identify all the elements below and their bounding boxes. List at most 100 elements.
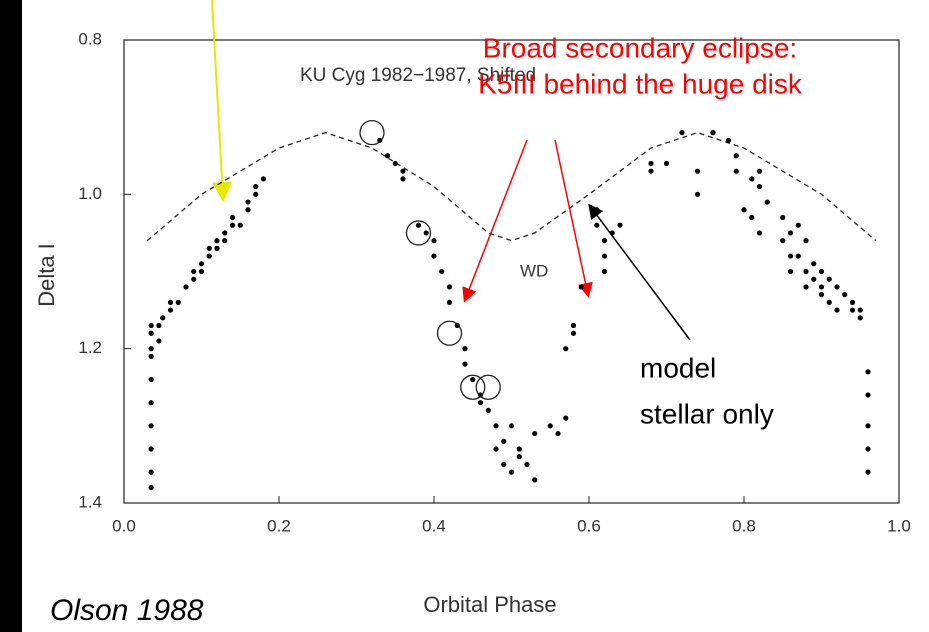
open-circle (460, 374, 486, 400)
x-tick-label: 0.8 (732, 516, 756, 535)
data-point (849, 307, 856, 313)
data-point (787, 253, 794, 259)
data-point (222, 238, 228, 244)
data-point (377, 137, 383, 143)
data-point (601, 238, 608, 244)
data-point (857, 315, 863, 321)
data-point (462, 361, 468, 367)
data-point (260, 176, 267, 182)
x-tick-label: 0.6 (577, 516, 601, 535)
data-point (648, 168, 654, 174)
annotation: Broad secondary eclipse: (483, 32, 797, 63)
data-point (431, 238, 437, 244)
data-point (865, 392, 871, 398)
data-point (470, 376, 476, 383)
data-point (834, 307, 840, 313)
data-point (857, 307, 863, 313)
data-point (415, 222, 422, 228)
data-point (508, 469, 515, 475)
data-point (532, 430, 538, 437)
data-point (501, 461, 507, 468)
y-tick-label: 1.2 (78, 338, 102, 357)
data-point (865, 423, 871, 429)
data-point (547, 423, 553, 429)
data-point (865, 369, 871, 375)
data-point (733, 153, 739, 159)
data-point (214, 238, 220, 244)
data-point (198, 268, 205, 275)
data-point (803, 284, 809, 290)
data-point (532, 477, 538, 483)
data-point (795, 222, 801, 228)
data-point (818, 268, 825, 275)
data-point (439, 268, 445, 275)
data-point (253, 191, 259, 197)
data-point (663, 160, 670, 167)
data-point (694, 168, 701, 174)
data-point (570, 322, 577, 329)
annotation: WD (520, 261, 548, 280)
data-point (493, 446, 499, 452)
data-point (756, 184, 763, 190)
data-point (156, 322, 162, 329)
y-tick-label: 1.0 (78, 184, 102, 203)
data-point (787, 268, 794, 275)
data-point (679, 130, 685, 136)
data-point (578, 284, 584, 290)
arrow (554, 139, 593, 298)
data-point (477, 392, 484, 398)
data-point (555, 430, 561, 437)
arrow (211, 0, 233, 202)
data-point (175, 299, 181, 305)
data-point (191, 268, 197, 275)
data-point (609, 230, 615, 236)
data-point (594, 222, 600, 228)
data-point (148, 400, 154, 406)
data-point (601, 268, 608, 275)
data-point (477, 400, 484, 406)
data-point (156, 338, 162, 344)
data-point (384, 153, 391, 159)
x-tick-label: 0.4 (422, 516, 446, 535)
data-point (756, 168, 763, 174)
data-point (229, 222, 236, 228)
data-point (741, 207, 747, 213)
data-point (253, 184, 259, 190)
data-point (764, 199, 770, 205)
data-point (485, 407, 491, 413)
data-point (237, 222, 243, 228)
data-point (795, 253, 801, 259)
data-point (462, 346, 468, 352)
data-point (842, 292, 848, 298)
data-point (818, 284, 825, 290)
data-point (392, 160, 398, 167)
x-tick-label: 0.0 (112, 516, 136, 535)
data-point (594, 207, 600, 213)
x-axis-label: Orbital Phase (423, 592, 556, 617)
data-point (865, 446, 871, 452)
data-point (214, 245, 220, 251)
arrow (588, 203, 691, 341)
data-point (501, 438, 507, 444)
annotation: stellar only (640, 398, 774, 429)
chart-title: KU Cyg 1982−1987, Shifted (300, 65, 536, 86)
data-point (601, 253, 608, 259)
data-point (524, 461, 530, 468)
data-point (563, 415, 569, 421)
panel (22, 0, 929, 632)
data-point (563, 346, 569, 352)
data-point (811, 261, 817, 267)
data-point (198, 261, 205, 267)
data-point (423, 230, 429, 236)
y-tick-label: 0.8 (78, 29, 102, 48)
data-point (454, 322, 460, 329)
data-point (826, 276, 832, 282)
data-point (811, 276, 817, 282)
data-point (148, 469, 154, 475)
data-point (780, 214, 786, 221)
data-point (148, 353, 154, 359)
annotation: K5III behind the huge disk (478, 68, 803, 99)
open-circle (359, 119, 385, 146)
data-point (191, 276, 197, 282)
data-point (148, 446, 154, 452)
